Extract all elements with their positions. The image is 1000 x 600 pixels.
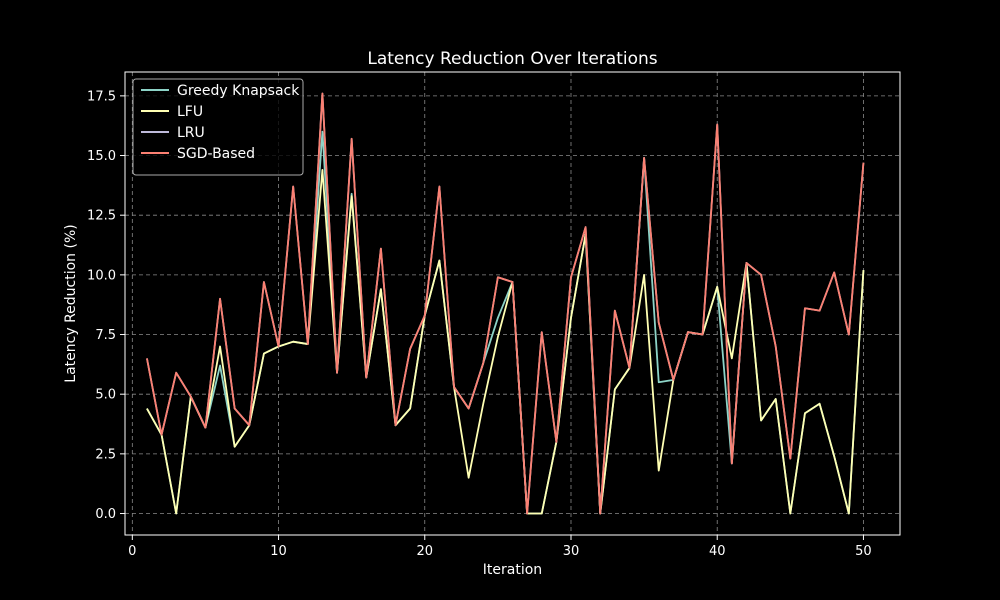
x-tick-label: 30 [563, 544, 580, 559]
series-lines [146, 92, 865, 515]
y-axis-title: Latency Reduction (%) [63, 224, 79, 382]
x-tick-label: 20 [416, 544, 433, 559]
x-tick-label: 50 [855, 544, 872, 559]
axis-ticks: 0 10 20 30 40 50 0.0 2.5 5.0 7.5 10.0 12.5 15.0 17.5 [87, 89, 872, 559]
y-tick-label: 2.5 [95, 447, 116, 462]
legend-label: SGD-Based [177, 146, 255, 162]
y-tick-label: 15.0 [87, 149, 116, 164]
legend: Greedy Knapsack LFU LRU SGD-Based [132, 78, 304, 176]
legend-label: Greedy Knapsack [177, 83, 300, 99]
plot-frame [124, 71, 901, 536]
grid [125, 72, 900, 535]
y-tick-label: 12.5 [87, 209, 116, 224]
y-tick-label: 10.0 [87, 268, 116, 283]
series-line-lfu [146, 168, 865, 515]
y-tick-label: 0.0 [95, 507, 116, 522]
x-tick-label: 10 [270, 544, 287, 559]
legend-label: LFU [177, 104, 203, 120]
y-tick-label: 17.5 [87, 89, 116, 104]
y-tick-label: 5.0 [95, 388, 116, 403]
x-tick-label: 40 [709, 544, 726, 559]
series-line-sgd-based [146, 92, 865, 515]
legend-label: LRU [177, 125, 205, 141]
x-tick-label: 0 [128, 544, 136, 559]
legend-box [132, 78, 304, 176]
chart-title: Latency Reduction Over Iterations [367, 49, 657, 69]
x-axis-title: Iteration [483, 562, 542, 578]
y-tick-label: 7.5 [95, 328, 116, 343]
